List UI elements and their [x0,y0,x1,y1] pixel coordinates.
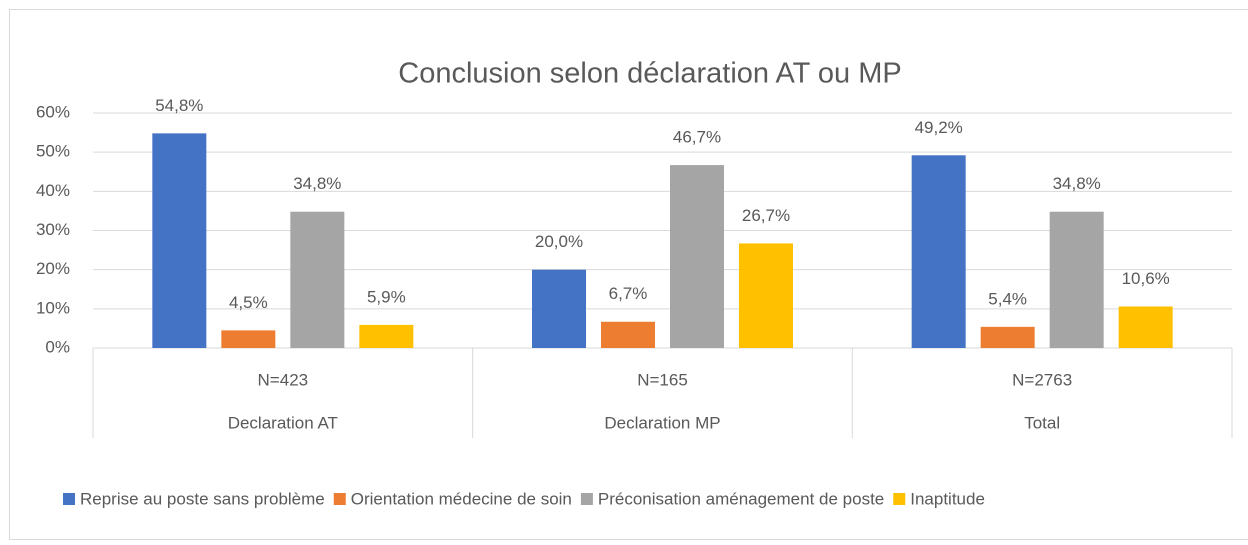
data-label: 34,8% [293,174,341,193]
data-label: 6,7% [609,284,648,303]
data-label: 46,7% [673,128,721,147]
data-label: 4,5% [229,293,268,312]
bar [152,133,207,348]
x-tick-label: N=2763 [1012,370,1072,389]
bar [359,324,414,348]
x-tick-label: N=423 [258,370,309,389]
data-label: 34,8% [1053,174,1101,193]
y-tick-label: 50% [36,142,70,161]
data-label: 10,6% [1122,269,1170,288]
legend-label: Reprise au poste sans problème [80,489,325,508]
legend-label: Orientation médecine de soin [351,489,572,508]
y-tick-label: 20% [36,259,70,278]
legend-swatch [333,493,346,505]
legend-label: Préconisation aménagement de poste [598,489,884,508]
legend-swatch [893,493,906,505]
data-label: 5,9% [367,287,406,306]
data-label: 26,7% [742,206,790,225]
bar [532,269,586,348]
legend-swatch [580,493,593,505]
chart-border [9,9,1248,540]
y-tick-label: 10% [36,298,70,317]
x-group-label: Total [1024,413,1060,432]
data-label: 20,0% [535,232,583,251]
chart-title: Conclusion selon déclaration AT ou MP [398,58,902,90]
data-label: 49,2% [915,118,963,137]
data-label: 54,8% [155,96,203,115]
bar [911,155,966,348]
bar [980,326,1035,348]
bar [601,321,655,348]
bar [221,330,276,348]
bar [670,165,724,348]
legend-label: Inaptitude [910,489,985,508]
legend-swatch [63,493,75,505]
data-label: 5,4% [988,289,1027,308]
x-group-label: Declaration AT [228,413,338,432]
y-tick-label: 40% [36,181,70,200]
y-tick-label: 0% [45,337,70,356]
bar [290,211,345,348]
bar [739,243,793,348]
x-tick-label: N=165 [637,370,688,389]
x-group-label: Declaration MP [604,413,720,432]
bar [1118,306,1173,348]
bar [1049,211,1104,348]
y-tick-label: 60% [36,102,70,121]
y-tick-label: 30% [36,220,70,239]
